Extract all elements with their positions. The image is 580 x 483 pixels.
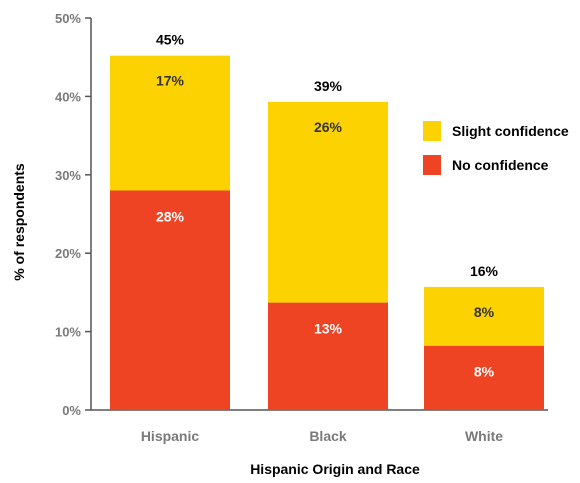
x-axis-labels: Hispanic Black White: [141, 428, 503, 444]
data-label-total: 39%: [314, 78, 343, 94]
data-label-slight-confidence: 8%: [474, 304, 495, 320]
bar-segment-no-confidence: [424, 345, 544, 410]
data-label-total: 45%: [156, 32, 185, 48]
x-tick-label: White: [465, 428, 503, 444]
legend: Slight confidence No confidence: [423, 121, 569, 175]
data-label-slight-confidence: 17%: [156, 73, 185, 89]
data-label-slight-confidence: 26%: [314, 119, 343, 135]
y-tick-label: 50%: [55, 11, 81, 26]
data-label-total: 16%: [470, 263, 499, 279]
y-tick-label: 40%: [55, 89, 81, 104]
legend-swatch: [423, 121, 441, 141]
y-tick-label: 10%: [55, 325, 81, 340]
bars: 28% 17% 45% 13% 26% 39% 8% 8% 16%: [110, 32, 544, 410]
x-axis-title: Hispanic Origin and Race: [250, 461, 420, 477]
bar-segment-slight-confidence: [424, 286, 544, 346]
data-label-no-confidence: 8%: [474, 364, 495, 380]
bar-segment-no-confidence: [110, 190, 230, 410]
bar-segment-slight-confidence: [110, 55, 230, 191]
y-tick-label: 0%: [62, 403, 81, 418]
x-tick-label: Hispanic: [141, 428, 200, 444]
data-label-no-confidence: 13%: [314, 321, 343, 337]
bar-segment-no-confidence: [268, 302, 388, 410]
legend-label: Slight confidence: [452, 123, 569, 139]
x-tick-label: Black: [309, 428, 347, 444]
legend-label: No confidence: [452, 157, 549, 173]
legend-swatch: [423, 155, 441, 175]
data-label-no-confidence: 28%: [156, 208, 185, 224]
y-tick-label: 30%: [55, 168, 81, 183]
y-axis-title: % of respondents: [11, 163, 27, 281]
y-tick-label: 20%: [55, 246, 81, 261]
bar-segment-slight-confidence: [268, 101, 388, 303]
